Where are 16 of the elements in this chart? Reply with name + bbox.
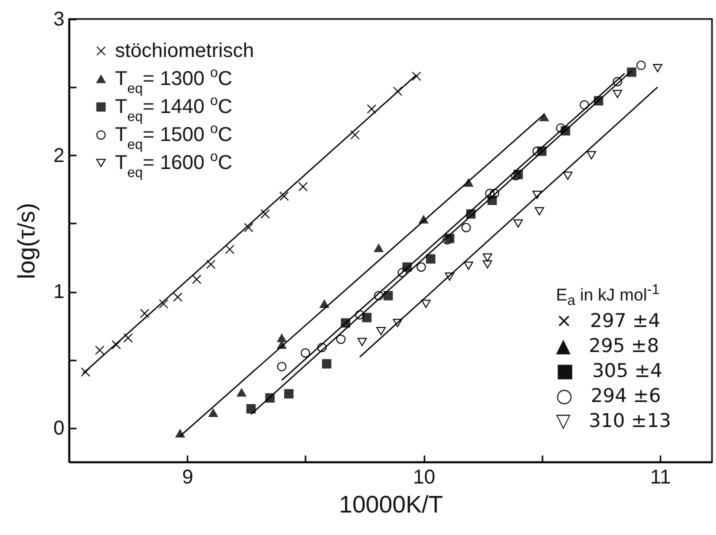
x-tick-label: 9: [182, 466, 194, 488]
y-tick-label: 2: [53, 144, 64, 167]
x-tick-label: 11: [650, 466, 671, 488]
annotation: E$_{a}$ in kJ mol$^{-1}$: [556, 282, 661, 310]
annotation: ○ 294 ±6: [556, 385, 662, 409]
y-tick-label: 1: [53, 281, 64, 304]
annotation: ▽ 310 ±13: [556, 410, 672, 434]
x-tick-label: 10: [412, 466, 436, 488]
annotation: × 297 ±4: [556, 310, 662, 334]
annotation: ▲ 295 ±8: [556, 335, 660, 359]
x-axis-title: 10000K/T: [338, 492, 444, 518]
y-tick-label: 0: [53, 417, 64, 440]
annotation: ■ 305 ±4: [556, 360, 664, 384]
legend-label: stöchiometrisch: [115, 40, 254, 62]
y-tick-label: 3: [53, 8, 64, 30]
y-axis-title: log(τ/s): [13, 202, 40, 280]
